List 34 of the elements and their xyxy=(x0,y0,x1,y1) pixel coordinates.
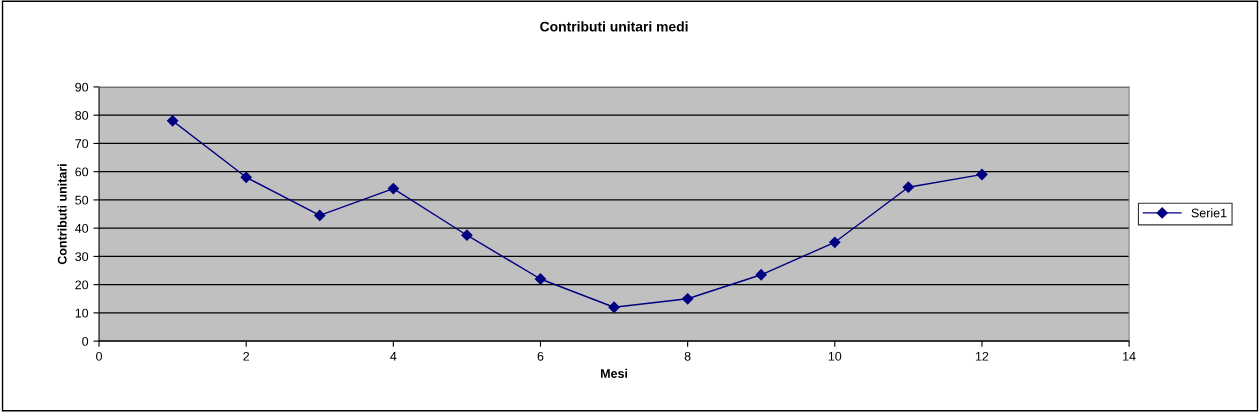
y-tick-label: 80 xyxy=(75,110,89,120)
point xyxy=(829,236,841,248)
y-tick-label: 40 xyxy=(75,223,89,233)
point xyxy=(387,183,399,195)
x-tick-label: 8 xyxy=(684,351,691,361)
x-tick-label: 2 xyxy=(243,351,250,361)
x-tick-label: 12 xyxy=(975,351,989,361)
y-tick-label: 60 xyxy=(75,167,89,177)
y-tick-label: 50 xyxy=(75,195,89,205)
y-tick-label: 10 xyxy=(75,308,89,318)
point xyxy=(240,171,252,183)
chart-title: Contributi unitari medi xyxy=(540,21,688,32)
legend-label: Serie1 xyxy=(1191,208,1227,218)
x-tick-label: 14 xyxy=(1123,352,1136,361)
point xyxy=(461,229,473,241)
x-tick-label: 4 xyxy=(390,352,397,361)
x-axis-title: Mesi xyxy=(601,368,628,378)
y-tick-label: 0 xyxy=(82,336,89,346)
point xyxy=(902,181,914,193)
x-tick-label: 0 xyxy=(96,351,103,361)
y-tick-label: 20 xyxy=(75,280,89,290)
point xyxy=(976,168,988,181)
point xyxy=(682,293,694,305)
y-tick-label: 90 xyxy=(75,82,89,92)
x-tick-label: 10 xyxy=(828,351,842,361)
point xyxy=(167,115,179,127)
x-tick-label: 6 xyxy=(537,351,544,361)
y-tick-label: 70 xyxy=(75,139,89,149)
point xyxy=(314,209,326,222)
y-axis-title: Contributi unitari xyxy=(57,164,67,265)
y-tick-label: 30 xyxy=(75,252,89,262)
point xyxy=(534,273,547,285)
point xyxy=(755,269,767,281)
point xyxy=(608,301,620,313)
